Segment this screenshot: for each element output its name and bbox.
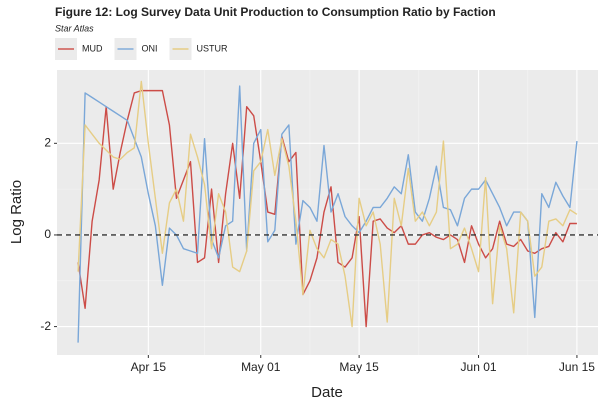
x-axis-label: Date xyxy=(311,384,343,401)
x-tick-label: Apr 15 xyxy=(131,360,167,374)
legend-label: MUD xyxy=(82,43,103,53)
chart-title: Figure 12: Log Survey Data Unit Producti… xyxy=(55,5,496,19)
legend-label: ONI xyxy=(142,43,158,53)
chart-subtitle: Star Atlas xyxy=(55,23,94,33)
series-line xyxy=(77,85,578,343)
y-tick-label: -2 xyxy=(40,319,51,333)
y-tick-label: 2 xyxy=(44,135,51,149)
x-tick-label: May 15 xyxy=(339,360,379,374)
x-tick-label: Jun 15 xyxy=(559,360,595,374)
series-line xyxy=(77,80,578,328)
x-tick-label: Jun 01 xyxy=(461,360,497,374)
x-tick-label: May 01 xyxy=(241,360,281,374)
plot-panel xyxy=(57,70,598,355)
legend-label: USTUR xyxy=(197,43,228,53)
y-axis-label: Log Ratio xyxy=(8,180,25,244)
series-line xyxy=(77,89,577,328)
y-tick-label: 0 xyxy=(44,227,51,241)
